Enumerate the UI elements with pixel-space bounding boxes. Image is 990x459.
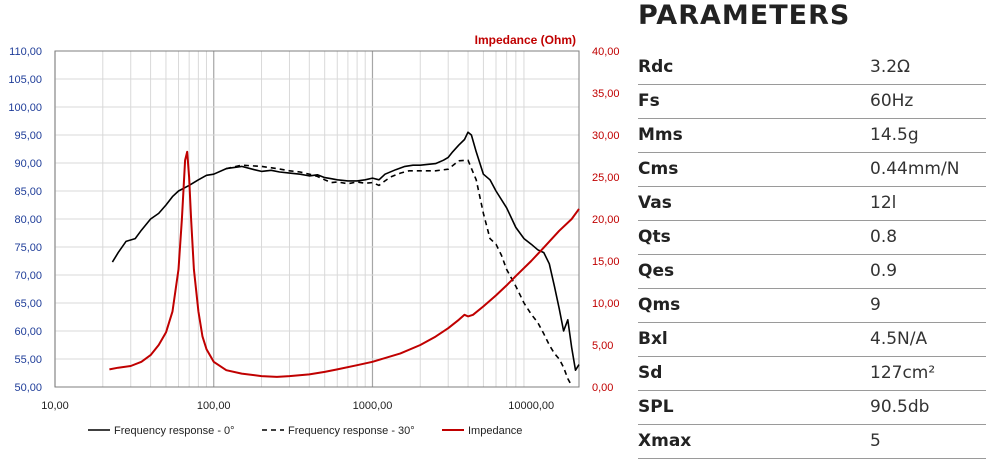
- y2-tick-label: 0,00: [592, 382, 613, 394]
- y-tick-label: 80,00: [14, 214, 42, 226]
- legend-label: Impedance: [468, 425, 522, 437]
- parameter-row: Bxl 4.5N/A: [638, 322, 986, 357]
- x-tick-label: 10,00: [41, 400, 69, 412]
- y-tick-label: 85,00: [14, 186, 42, 198]
- parameter-name: Mms: [638, 125, 683, 145]
- parameter-row: Sd 127cm²: [638, 356, 986, 391]
- parameter-row: Xmax 5: [638, 424, 986, 459]
- parameter-row: Qms 9: [638, 288, 986, 323]
- parameter-value: 0.9: [870, 261, 898, 281]
- parameter-value: 60Hz: [870, 91, 914, 111]
- parameter-value: 90.5db: [870, 397, 930, 417]
- parameters-panel: PARAMETERS Rdc 3.2Ω Fs 60Hz Mms 14.5g Cms 0.44m…: [638, 0, 986, 459]
- y-tick-label: 105,00: [8, 74, 42, 86]
- parameter-name: SPL: [638, 397, 674, 417]
- series-line-impedance: [109, 150, 580, 378]
- parameter-value: 0.44mm/N: [870, 159, 960, 179]
- frequency-impedance-chart: 50,00 55,00 60,00 65,00 70,00 75,00 80,00 85,00…: [8, 33, 619, 437]
- y-tick-label: 100,00: [8, 102, 42, 114]
- parameter-name: Fs: [638, 91, 660, 111]
- y2-tick-label: 15,00: [592, 256, 620, 268]
- parameter-value: 127cm²: [870, 363, 936, 383]
- plot-area-frame: [54, 50, 580, 388]
- parameter-name: Rdc: [638, 57, 674, 77]
- y2-tick-label: 35,00: [592, 88, 620, 100]
- parameter-name: Qms: [638, 295, 681, 315]
- legend-label: Frequency response - 0°: [114, 425, 235, 437]
- y-tick-label: 60,00: [14, 326, 42, 338]
- series-line-frequency-response-0: [111, 131, 580, 371]
- legend-label: Frequency response - 30°: [288, 425, 415, 437]
- parameter-row: Vas 12l: [638, 186, 986, 221]
- y2-tick-label: 30,00: [592, 130, 620, 142]
- parameter-value: 0.8: [870, 227, 898, 247]
- y-tick-label: 75,00: [14, 242, 42, 254]
- y-tick-label: 90,00: [14, 158, 42, 170]
- parameter-row: Qes 0.9: [638, 254, 986, 289]
- parameter-value: 5: [870, 431, 881, 451]
- parameter-name: Qes: [638, 261, 675, 281]
- parameter-value: 12l: [870, 193, 897, 213]
- parameter-row: Mms 14.5g: [638, 118, 986, 153]
- y-tick-label: 55,00: [14, 354, 42, 366]
- y2-tick-label: 5,00: [592, 340, 613, 352]
- parameter-name: Sd: [638, 363, 663, 383]
- parameter-value: 9: [870, 295, 881, 315]
- parameter-name: Cms: [638, 159, 679, 179]
- y2-axis-title: Impedance (Ohm): [475, 33, 576, 47]
- parameter-row: SPL 90.5db: [638, 390, 986, 425]
- parameter-name: Bxl: [638, 329, 668, 349]
- y2-tick-label: 25,00: [592, 172, 620, 184]
- chart-series: [109, 131, 580, 387]
- parameter-row: Fs 60Hz: [638, 84, 986, 119]
- parameter-value: 3.2Ω: [870, 57, 911, 77]
- series-line-frequency-response-30: [226, 159, 573, 387]
- y2-tick-label: 40,00: [592, 46, 620, 58]
- x-tick-label: 10000,00: [508, 400, 554, 412]
- parameter-row: Qts 0.8: [638, 220, 986, 255]
- parameter-row: Cms 0.44mm/N: [638, 152, 986, 187]
- y-tick-label: 65,00: [14, 298, 42, 310]
- y2-tick-label: 20,00: [592, 214, 620, 226]
- chart-gridlines: [54, 50, 579, 388]
- x-tick-label: 1000,00: [353, 400, 393, 412]
- y-tick-label: 110,00: [9, 46, 42, 58]
- y-tick-label: 50,00: [14, 382, 42, 394]
- y2-tick-label: 10,00: [592, 298, 620, 310]
- axis-tick-labels: 50,00 55,00 60,00 65,00 70,00 75,00 80,00 85,00…: [8, 46, 619, 412]
- x-tick-label: 100,00: [197, 400, 231, 412]
- y-tick-label: 95,00: [14, 130, 42, 142]
- parameter-row: Rdc 3.2Ω: [638, 50, 986, 85]
- parameters-title: PARAMETERS: [638, 0, 851, 31]
- parameter-name: Qts: [638, 227, 671, 247]
- chart-legend: Frequency response - 0° Frequency respons…: [88, 425, 522, 437]
- parameter-value: 14.5g: [870, 125, 919, 145]
- parameter-name: Vas: [638, 193, 672, 213]
- parameter-value: 4.5N/A: [870, 329, 928, 349]
- y-tick-label: 70,00: [14, 270, 42, 282]
- parameter-name: Xmax: [638, 431, 692, 451]
